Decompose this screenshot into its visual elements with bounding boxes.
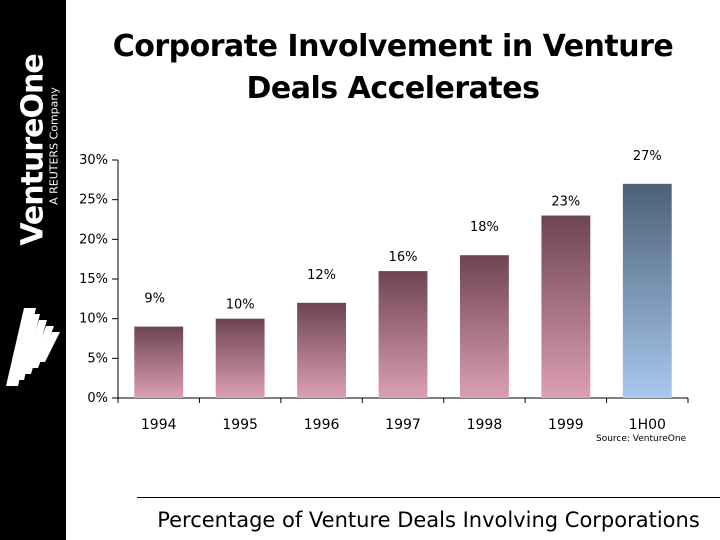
slide-title: Corporate Involvement in Venture Deals A… [112,29,674,106]
brand-logo-tagline: A REUTERS Company [47,87,61,205]
y-tick-label: 15% [79,272,108,287]
bar-1996 [297,302,346,398]
y-tick-label: 30% [79,153,108,168]
bar-1H00 [622,183,672,398]
x-tick-label: 1H00 [629,417,666,433]
data-label: 9% [144,292,165,307]
x-tick-label: 1997 [385,417,421,433]
data-label: 27% [633,149,662,164]
x-tick-label: 1996 [304,417,340,433]
x-tick-label: 1994 [141,417,177,433]
y-tick-label: 20% [79,232,108,247]
brand-sidebar: VentureOne A REUTERS Company [0,0,66,540]
x-tick-label: 1995 [222,417,258,433]
y-tick-label: 25% [79,193,108,208]
data-label: 23% [551,195,580,210]
bar-1999 [541,215,591,398]
ventureone-logo-icon [6,308,60,386]
bar-chart: 0% 5% 10% 15% 20% 25% 30% 9% 1994 10% 1995 12% 1996 1… [79,149,689,433]
brand-logo-name: VentureOne [15,54,51,246]
data-label: 16% [389,250,418,265]
y-tick-label: 0% [87,391,108,406]
bar-1995 [215,318,265,398]
data-label: 12% [307,268,336,283]
bar-1994 [134,326,184,398]
y-tick-label: 10% [79,312,108,327]
chart-caption: Percentage of Venture Deals Involving Co… [157,508,700,532]
source-note: Source: VentureOne [596,434,687,444]
y-tick-label: 5% [87,351,108,366]
x-tick-label: 1999 [548,417,584,433]
bar-1997 [378,271,428,398]
caption-divider [137,497,720,498]
bar-1998 [460,255,509,398]
data-label: 10% [226,298,255,313]
x-tick-label: 1998 [467,417,503,433]
data-label: 18% [470,220,499,235]
